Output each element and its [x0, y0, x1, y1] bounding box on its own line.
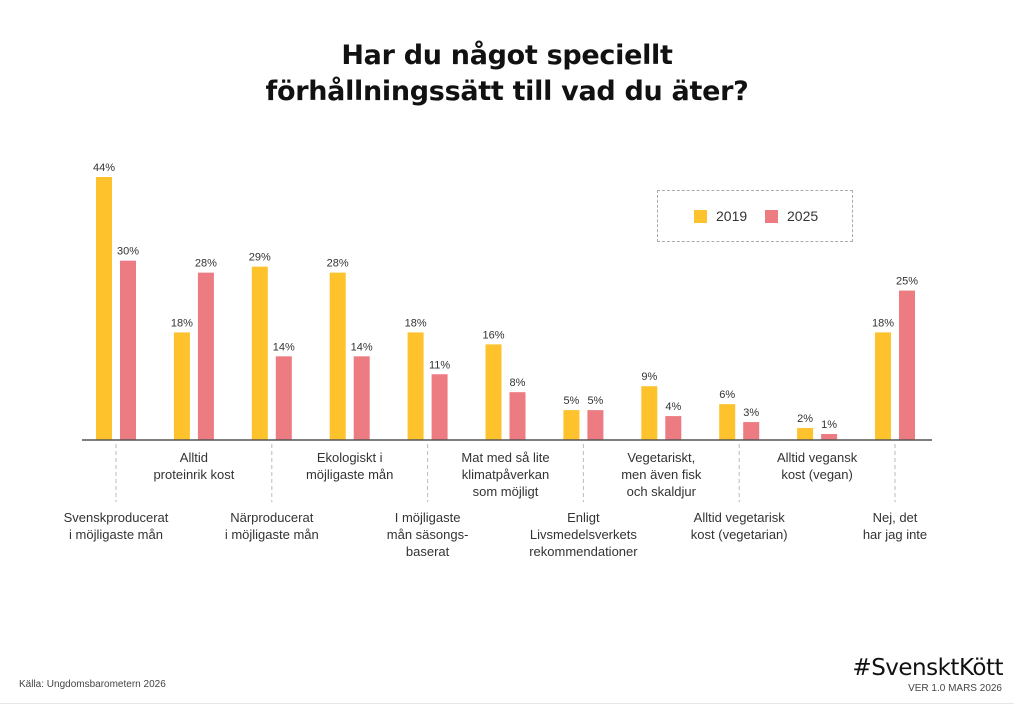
legend: 2019 2025	[657, 190, 853, 242]
legend-swatch-2019	[694, 209, 707, 223]
category-label-4-line-1: mån säsongs-	[387, 527, 469, 542]
data-label-2025-9: 1%	[821, 419, 837, 431]
bar-2019-2	[251, 266, 268, 440]
category-label-2-line-0: Närproducerat	[230, 510, 313, 525]
data-label-2019-4: 18%	[405, 317, 427, 329]
category-label-0-line-0: Svenskproducerat	[64, 510, 169, 525]
title-line-1: Har du något speciellt	[341, 40, 673, 71]
legend-label-2025: 2025	[787, 208, 819, 224]
bar-2019-3	[329, 272, 346, 440]
legend-item-2019: 2019	[694, 208, 747, 224]
category-label-3-line-1: möjligaste mån	[306, 467, 393, 482]
data-label-2019-10: 18%	[872, 317, 894, 329]
bar-2019-7	[641, 386, 658, 440]
data-label-2019-3: 28%	[327, 258, 349, 270]
data-label-2019-9: 2%	[797, 413, 813, 425]
data-label-2019-1: 18%	[171, 317, 193, 329]
category-label-8-line-0: Alltid vegetarisk	[694, 510, 786, 525]
category-label-5-line-0: Mat med så lite	[461, 450, 549, 465]
bar-2019-1	[173, 332, 190, 440]
data-label-2019-0: 44%	[93, 162, 115, 174]
category-label-5-line-2: som möjligt	[473, 484, 539, 499]
brand-hashtag: #SvensktKött	[852, 655, 1003, 681]
category-label-1-line-1: proteinrik kost	[153, 467, 234, 482]
data-label-2025-6: 5%	[587, 395, 603, 407]
data-label-2025-3: 14%	[351, 341, 373, 353]
data-label-2019-2: 29%	[249, 252, 271, 264]
category-label-1-line-0: Alltid	[180, 450, 208, 465]
category-label-7-line-1: men även fisk	[621, 467, 702, 482]
data-label-2025-4: 11%	[429, 359, 450, 371]
bar-2025-0	[120, 260, 136, 440]
category-label-9-line-1: kost (vegan)	[781, 467, 853, 482]
category-label-7-line-2: och skaldjur	[627, 484, 697, 499]
category-label-6-line-0: Enligt	[567, 510, 600, 525]
bar-2019-6	[563, 410, 580, 440]
version-note: VER 1.0 MARS 2026	[908, 683, 1002, 694]
data-label-2025-8: 3%	[743, 407, 759, 419]
legend-label-2019: 2019	[716, 208, 748, 224]
category-label-10-line-0: Nej, det	[873, 510, 918, 525]
bar-2025-5	[509, 392, 526, 440]
category-label-8-line-1: kost (vegetarian)	[691, 527, 788, 542]
data-label-2025-5: 8%	[510, 377, 526, 389]
data-label-2019-8: 6%	[719, 389, 735, 401]
legend-item-2025: 2025	[765, 208, 818, 224]
bar-2025-2	[275, 356, 292, 440]
category-label-2-line-1: i möjligaste mån	[225, 527, 319, 542]
category-label-6-line-2: rekommendationer	[529, 544, 638, 559]
bar-2025-3	[353, 356, 370, 440]
chart-title: Har du något speciellt förhållningssätt …	[0, 38, 1014, 110]
legend-swatch-2025	[765, 209, 778, 223]
bar-2019-9	[797, 428, 814, 440]
category-label-4-line-2: baserat	[406, 544, 450, 559]
bar-2025-4	[431, 374, 448, 440]
title-line-2: förhållningssätt till vad du äter?	[265, 76, 749, 107]
bar-2025-8	[743, 422, 760, 440]
data-label-2025-10: 25%	[896, 276, 918, 288]
bar-2019-5	[485, 344, 502, 440]
bar-2025-7	[665, 416, 682, 440]
footer-divider	[0, 703, 1014, 704]
bar-2019-0	[96, 177, 112, 440]
bar-2025-1	[197, 272, 214, 440]
bar-2025-6	[587, 410, 604, 440]
source-note: Källa: Ungdomsbarometern 2026	[19, 679, 166, 690]
data-label-2019-5: 16%	[482, 329, 504, 341]
category-label-9-line-0: Alltid vegansk	[777, 450, 858, 465]
category-label-6-line-1: Livsmedelsverkets	[530, 527, 637, 542]
bar-2019-4	[407, 332, 424, 440]
category-label-4-line-0: I möjligaste	[395, 510, 461, 525]
data-label-2019-7: 9%	[641, 371, 657, 383]
data-label-2025-1: 28%	[195, 258, 217, 270]
category-label-10-line-1: har jag inte	[863, 527, 927, 542]
category-label-5-line-1: klimatpåverkan	[462, 467, 549, 482]
category-label-7-line-0: Vegetariskt,	[627, 450, 695, 465]
bar-2019-10	[875, 332, 891, 440]
bar-2019-8	[719, 404, 736, 440]
category-label-0-line-1: i möjligaste mån	[69, 527, 163, 542]
bar-2025-9	[821, 434, 838, 440]
data-label-2025-0: 30%	[117, 246, 139, 258]
data-label-2025-7: 4%	[665, 401, 681, 413]
category-label-3-line-0: Ekologiskt i	[317, 450, 383, 465]
data-label-2025-2: 14%	[273, 341, 295, 353]
data-label-2019-6: 5%	[563, 395, 579, 407]
bar-2025-10	[899, 290, 915, 440]
